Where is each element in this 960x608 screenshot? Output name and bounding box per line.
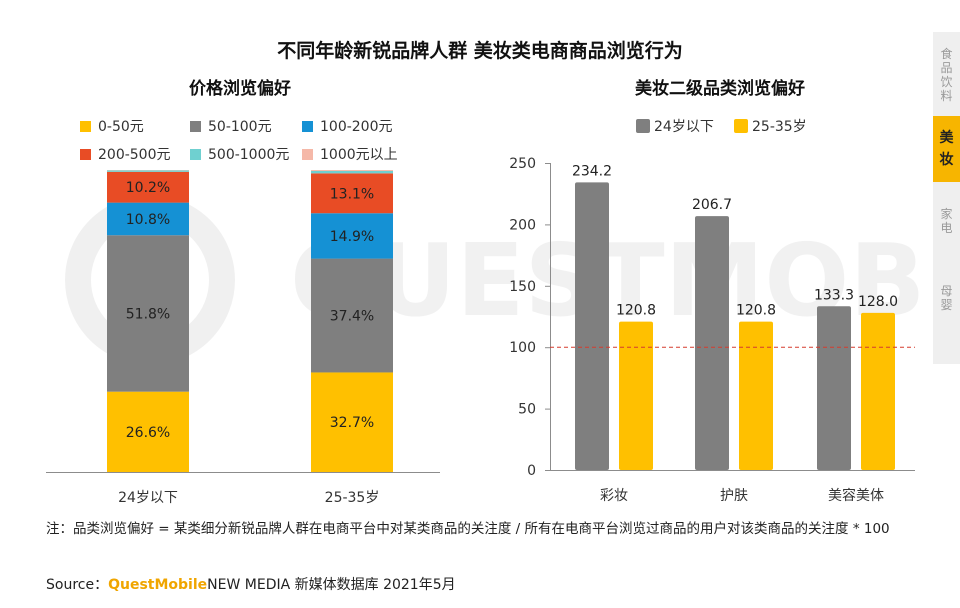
side-tab-2[interactable]: 家 电 <box>940 207 953 235</box>
legend-item-100-200: 100-200元 <box>302 116 393 136</box>
bar <box>861 312 895 470</box>
legend-swatch <box>636 119 650 133</box>
legend-item-under-24: 24岁以下 <box>636 116 714 136</box>
x-tick-label: 24岁以下 <box>118 490 178 506</box>
bar <box>817 306 851 470</box>
legend-swatch <box>80 120 91 132</box>
y-tick-label: 50 <box>518 402 536 418</box>
segment-label: 14.9% <box>330 229 374 245</box>
source-line: Source：QuestMobileNEW MEDIA 新媒体数据库 2021年… <box>46 574 456 594</box>
legend-swatch <box>190 148 201 160</box>
segment-label: 37.4% <box>330 309 374 325</box>
legend-label: 24岁以下 <box>654 119 714 135</box>
stack-segment <box>311 213 393 259</box>
y-tick-label: 150 <box>509 279 536 295</box>
side-tab-0[interactable]: 食 品 饮 料 <box>940 47 953 103</box>
y-tick-label: 0 <box>527 463 536 479</box>
stack-segment <box>107 202 189 236</box>
stack-segment <box>107 171 189 203</box>
bar <box>739 321 773 470</box>
bar-value-label: 128.0 <box>858 294 898 310</box>
legend-swatch <box>302 120 313 132</box>
legend-item-25-35: 25-35岁 <box>734 116 807 136</box>
bar-value-label: 206.7 <box>692 197 732 213</box>
bar-value-label: 120.8 <box>616 303 656 319</box>
legend-item-200-500: 200-500元 <box>80 144 171 164</box>
legend-item-0-50: 0-50元 <box>80 116 144 136</box>
legend-label: 200-500元 <box>98 147 171 163</box>
bar <box>619 321 653 470</box>
stack-segment <box>311 173 393 214</box>
x-tick-label: 彩妆 <box>600 488 628 504</box>
stack-segment <box>311 170 393 174</box>
segment-label: 26.6% <box>126 425 170 441</box>
source-rest: NEW MEDIA 新媒体数据库 2021年5月 <box>207 577 456 593</box>
page-title: 不同年龄新锐品牌人群 美妆类电商商品浏览行为 <box>277 40 683 62</box>
legend-swatch <box>302 148 313 160</box>
bar-value-label: 234.2 <box>572 163 612 179</box>
stack-segment <box>107 235 189 392</box>
y-tick-label: 250 <box>509 156 536 172</box>
bar <box>695 216 729 470</box>
legend-label: 1000元以上 <box>320 147 398 163</box>
legend-label: 0-50元 <box>98 119 144 135</box>
stack-segment <box>311 170 393 171</box>
side-category-tabs: 食 品 饮 料美 妆家 电母 婴 <box>933 32 960 364</box>
x-tick-label: 护肤 <box>720 488 748 504</box>
bar <box>575 182 609 470</box>
bar-value-label: 120.8 <box>736 303 776 319</box>
y-tick-label: 200 <box>509 217 536 233</box>
legend-label: 100-200元 <box>320 119 393 135</box>
x-tick-label: 25-35岁 <box>325 490 380 506</box>
legend-item-1000-plus: 1000元以上 <box>302 144 398 164</box>
left-chart-title: 价格浏览偏好 <box>189 79 291 99</box>
segment-label: 13.1% <box>330 186 374 202</box>
legend-swatch <box>80 148 91 160</box>
legend-label: 500-1000元 <box>208 147 290 163</box>
legend-swatch <box>734 119 748 133</box>
legend-label: 25-35岁 <box>752 119 807 135</box>
segment-label: 10.8% <box>126 212 170 228</box>
stack-segment <box>107 170 189 172</box>
source-brand: QuestMobile <box>108 577 208 593</box>
legend-label: 50-100元 <box>208 119 272 135</box>
segment-label: 10.2% <box>126 180 170 196</box>
x-tick-label: 美容美体 <box>828 487 884 504</box>
stack-segment <box>107 391 189 472</box>
legend-swatch <box>190 120 201 132</box>
segment-label: 32.7% <box>330 415 374 431</box>
right-chart-title: 美妆二级品类浏览偏好 <box>635 79 805 99</box>
side-tab-1[interactable]: 美 妆 <box>933 116 960 182</box>
footnote: 注：品类浏览偏好 = 某类细分新锐品牌人群在电商平台中对某类商品的关注度 / 所… <box>46 521 890 537</box>
legend-item-50-100: 50-100元 <box>190 116 272 136</box>
stack-segment <box>311 258 393 373</box>
source-prefix: Source： <box>46 577 109 593</box>
legend-item-500-1000: 500-1000元 <box>190 144 289 164</box>
side-tab-3[interactable]: 母 婴 <box>940 284 953 312</box>
bar-value-label: 133.3 <box>814 287 854 303</box>
stack-segment <box>311 372 393 472</box>
y-tick-label: 100 <box>509 340 536 356</box>
segment-label: 51.8% <box>126 306 170 322</box>
